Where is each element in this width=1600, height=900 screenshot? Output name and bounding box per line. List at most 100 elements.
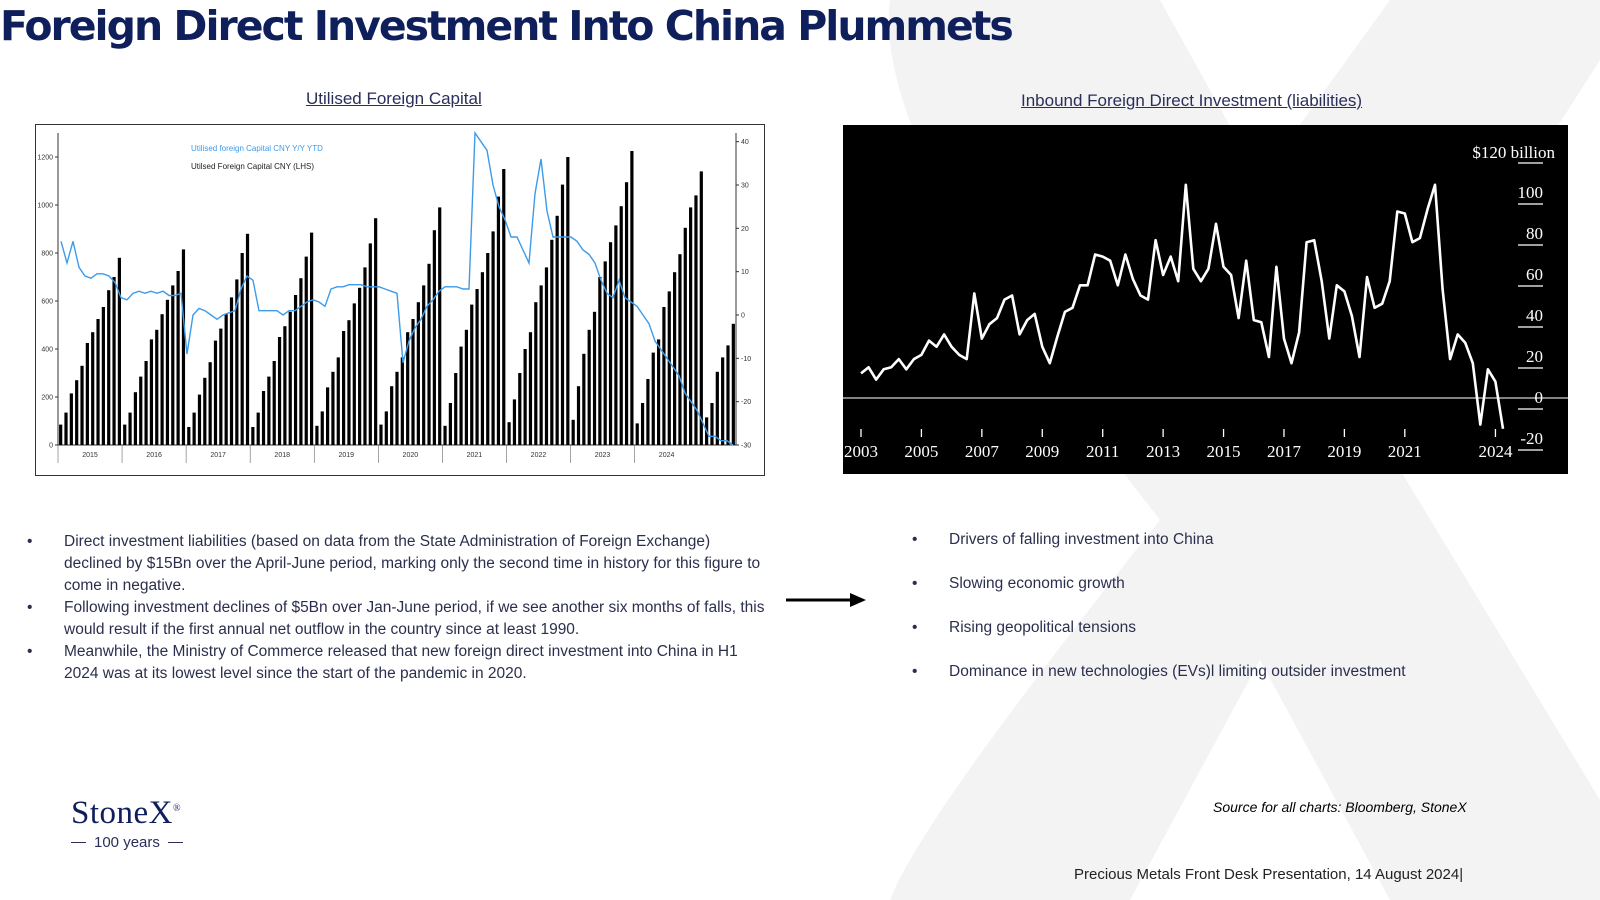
x-tick-label: 2024 xyxy=(1478,442,1513,461)
bar xyxy=(155,329,159,445)
bullet-icon: • xyxy=(27,599,33,616)
bar xyxy=(689,207,693,445)
bar xyxy=(550,239,554,445)
right-tick-label: 40 xyxy=(741,139,749,146)
bar xyxy=(448,403,452,445)
left-tick-label: 600 xyxy=(41,299,53,306)
x-tick-label: 2022 xyxy=(531,452,547,459)
bar xyxy=(69,393,73,445)
left-tick-label: 1200 xyxy=(37,155,53,162)
unit-label: $120 billion xyxy=(1472,143,1555,162)
bar xyxy=(128,412,132,445)
bar xyxy=(325,387,330,445)
bar xyxy=(598,277,602,445)
bar xyxy=(496,196,501,445)
y-tick-label: 0 xyxy=(1535,388,1544,407)
logo-rule xyxy=(71,842,86,843)
legend-entry-line: Utilised foreign Capital CNY Y/Y YTD xyxy=(191,144,323,153)
bar xyxy=(288,311,292,445)
x-tick-label: 2005 xyxy=(904,442,938,461)
bar xyxy=(107,290,111,445)
bar xyxy=(486,253,490,445)
bullet-icon: • xyxy=(27,533,33,550)
bar xyxy=(304,256,308,445)
bar xyxy=(400,357,404,445)
bar xyxy=(176,271,180,445)
bar xyxy=(197,394,202,445)
bar xyxy=(144,361,148,445)
bar xyxy=(560,184,565,445)
source-note: Source for all charts: Bloomberg, StoneX xyxy=(1213,799,1467,815)
bar xyxy=(85,343,89,445)
bar xyxy=(395,371,399,445)
bar xyxy=(64,412,68,445)
y-tick-label: 60 xyxy=(1526,265,1543,284)
bar xyxy=(75,380,79,445)
bar xyxy=(96,319,100,445)
bar xyxy=(683,227,687,445)
footer-text: Precious Metals Front Desk Presentation,… xyxy=(1074,866,1464,883)
left-tick-label: 400 xyxy=(41,347,53,354)
bar xyxy=(678,254,682,445)
bar xyxy=(213,340,218,445)
bar xyxy=(342,331,346,445)
right-tick-label: 0 xyxy=(741,313,745,320)
bar xyxy=(422,285,426,445)
bar xyxy=(614,225,618,445)
bar xyxy=(358,287,362,445)
right-tick-label: 20 xyxy=(741,226,749,233)
bar xyxy=(229,297,234,445)
bar xyxy=(512,399,517,445)
bar xyxy=(299,278,303,445)
bar xyxy=(539,285,543,445)
bar xyxy=(662,307,666,445)
x-tick-label: 2017 xyxy=(1267,442,1302,461)
bar xyxy=(673,272,677,445)
bar xyxy=(470,304,474,445)
bar xyxy=(315,425,319,445)
bullet-icon: • xyxy=(912,575,918,592)
bar xyxy=(571,419,575,445)
bar xyxy=(59,424,63,445)
bullet-icon: • xyxy=(912,663,918,680)
bar xyxy=(390,386,394,445)
list-item: • Rising geopolitical tensions xyxy=(912,619,1136,636)
bar xyxy=(101,307,105,445)
right-bullet-list: • Drivers of falling investment into Chin… xyxy=(912,531,1562,707)
bar xyxy=(283,326,287,445)
bar xyxy=(640,403,645,445)
left-tick-label: 200 xyxy=(41,395,53,402)
left-tick-label: 0 xyxy=(49,443,53,450)
bar xyxy=(203,377,207,445)
bar xyxy=(667,291,671,445)
utilised-foreign-capital-chart: 0 200 400 600 800 1000 1200 40 30 20 10 0 -10 -20 -30 2… xyxy=(35,124,765,476)
bar xyxy=(320,411,324,445)
bar xyxy=(576,386,581,445)
bar xyxy=(566,157,570,445)
x-tick-label: 2015 xyxy=(1207,442,1241,461)
bar xyxy=(277,337,282,445)
bar xyxy=(630,151,634,445)
bar xyxy=(731,323,735,445)
bar xyxy=(603,261,607,445)
logo-tagline: 100 years xyxy=(94,834,160,851)
x-tick-label: 2009 xyxy=(1025,442,1059,461)
bar xyxy=(251,427,255,445)
list-item: • Slowing economic growth xyxy=(912,575,1125,592)
bar xyxy=(715,371,719,445)
bar xyxy=(219,328,223,445)
bar xyxy=(432,230,436,445)
x-tick-label: 2023 xyxy=(595,452,611,459)
bar xyxy=(133,392,138,445)
list-item: • Following investment declines of $5Bn o… xyxy=(27,599,765,638)
legend-entry-bars: Utilsed Foreign Capital CNY (LHS) xyxy=(191,162,314,171)
fdi-line-series xyxy=(860,183,1505,430)
bar xyxy=(635,423,639,445)
bar xyxy=(438,207,442,445)
bar xyxy=(123,424,127,445)
bar xyxy=(160,314,164,445)
bar xyxy=(619,206,623,445)
bar xyxy=(646,379,650,445)
bar xyxy=(165,299,170,445)
bar xyxy=(406,332,410,445)
